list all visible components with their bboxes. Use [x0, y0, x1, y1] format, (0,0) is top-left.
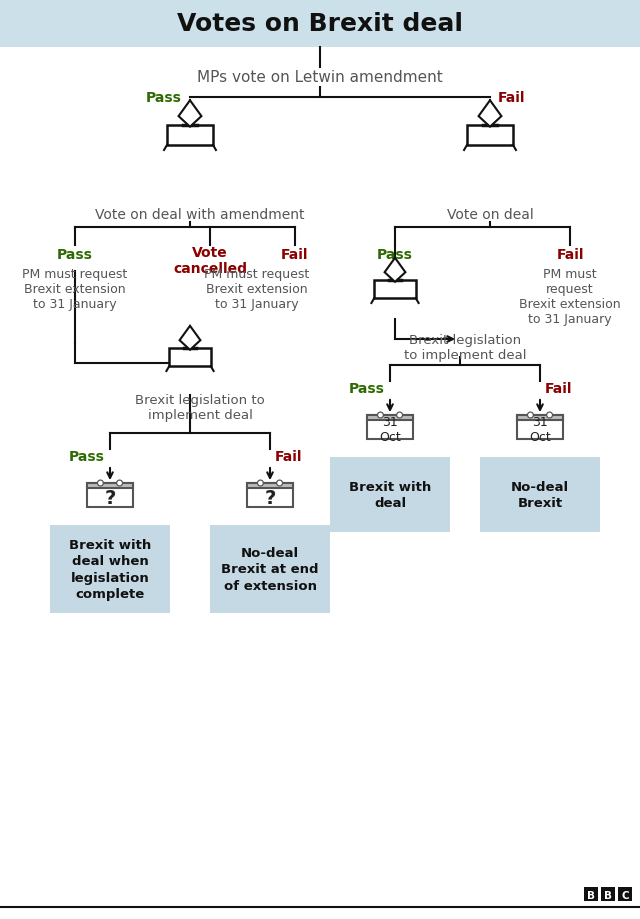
Text: Votes on Brexit deal: Votes on Brexit deal — [177, 12, 463, 36]
Circle shape — [379, 414, 382, 417]
Text: Pass: Pass — [349, 381, 385, 395]
Bar — [169, 349, 211, 367]
Circle shape — [97, 481, 103, 486]
Text: Brexit with
deal: Brexit with deal — [349, 481, 431, 510]
Text: Brexit legislation
to implement deal: Brexit legislation to implement deal — [404, 334, 526, 361]
Text: PM must request
Brexit extension
to 31 January: PM must request Brexit extension to 31 J… — [22, 267, 127, 311]
Circle shape — [116, 481, 122, 486]
Text: B: B — [604, 890, 612, 900]
Circle shape — [99, 482, 102, 485]
Bar — [367, 415, 413, 420]
Bar — [50, 526, 170, 613]
Text: ?: ? — [104, 489, 116, 507]
Text: PM must request
Brexit extension
to 31 January: PM must request Brexit extension to 31 J… — [204, 267, 310, 311]
Text: Pass: Pass — [57, 248, 93, 262]
Text: B: B — [587, 890, 595, 900]
Polygon shape — [479, 101, 502, 128]
Text: Fail: Fail — [498, 91, 525, 105]
Circle shape — [259, 482, 262, 485]
Polygon shape — [385, 258, 405, 282]
Text: Pass: Pass — [377, 248, 413, 262]
Text: Pass: Pass — [146, 91, 182, 105]
Circle shape — [547, 413, 552, 418]
Bar — [618, 887, 632, 901]
Bar — [367, 415, 413, 439]
Bar — [247, 483, 293, 507]
Bar — [210, 526, 330, 613]
Circle shape — [398, 414, 401, 417]
Text: Fail: Fail — [281, 248, 308, 262]
Bar — [0, 0, 640, 48]
Text: Pass: Pass — [69, 449, 105, 463]
Circle shape — [257, 481, 263, 486]
Bar — [87, 483, 133, 507]
Circle shape — [527, 413, 533, 418]
Text: Vote on deal: Vote on deal — [447, 208, 533, 221]
Text: Vote
cancelled: Vote cancelled — [173, 245, 247, 276]
Circle shape — [378, 413, 383, 418]
Circle shape — [278, 482, 281, 485]
Text: No-deal
Brexit at end
of extension: No-deal Brexit at end of extension — [221, 547, 319, 593]
Polygon shape — [180, 326, 200, 350]
Text: 31
Oct: 31 Oct — [529, 415, 551, 444]
Text: Vote on deal with amendment: Vote on deal with amendment — [95, 208, 305, 221]
Bar — [167, 126, 213, 145]
Text: MPs vote on Letwin amendment: MPs vote on Letwin amendment — [197, 71, 443, 85]
Text: ?: ? — [264, 489, 276, 507]
Text: Fail: Fail — [556, 248, 584, 262]
Bar — [584, 887, 598, 901]
Text: Brexit legislation to
implement deal: Brexit legislation to implement deal — [135, 393, 265, 422]
Bar — [374, 281, 416, 299]
Bar — [517, 415, 563, 420]
Text: Brexit with
deal when
legislation
complete: Brexit with deal when legislation comple… — [69, 539, 151, 601]
Text: Fail: Fail — [545, 381, 573, 395]
Bar — [467, 126, 513, 145]
Text: Fail: Fail — [275, 449, 303, 463]
Text: No-deal
Brexit: No-deal Brexit — [511, 481, 569, 510]
Bar — [480, 458, 600, 532]
Bar — [517, 415, 563, 439]
Circle shape — [529, 414, 532, 417]
Bar — [247, 483, 293, 488]
Circle shape — [397, 413, 403, 418]
Circle shape — [276, 481, 282, 486]
Bar — [601, 887, 615, 901]
Bar — [87, 483, 133, 488]
Polygon shape — [179, 101, 202, 128]
Text: 31
Oct: 31 Oct — [379, 415, 401, 444]
Bar — [330, 458, 450, 532]
Circle shape — [548, 414, 551, 417]
Circle shape — [118, 482, 121, 485]
Text: PM must
request
Brexit extension
to 31 January: PM must request Brexit extension to 31 J… — [519, 267, 621, 325]
Text: C: C — [621, 890, 629, 900]
